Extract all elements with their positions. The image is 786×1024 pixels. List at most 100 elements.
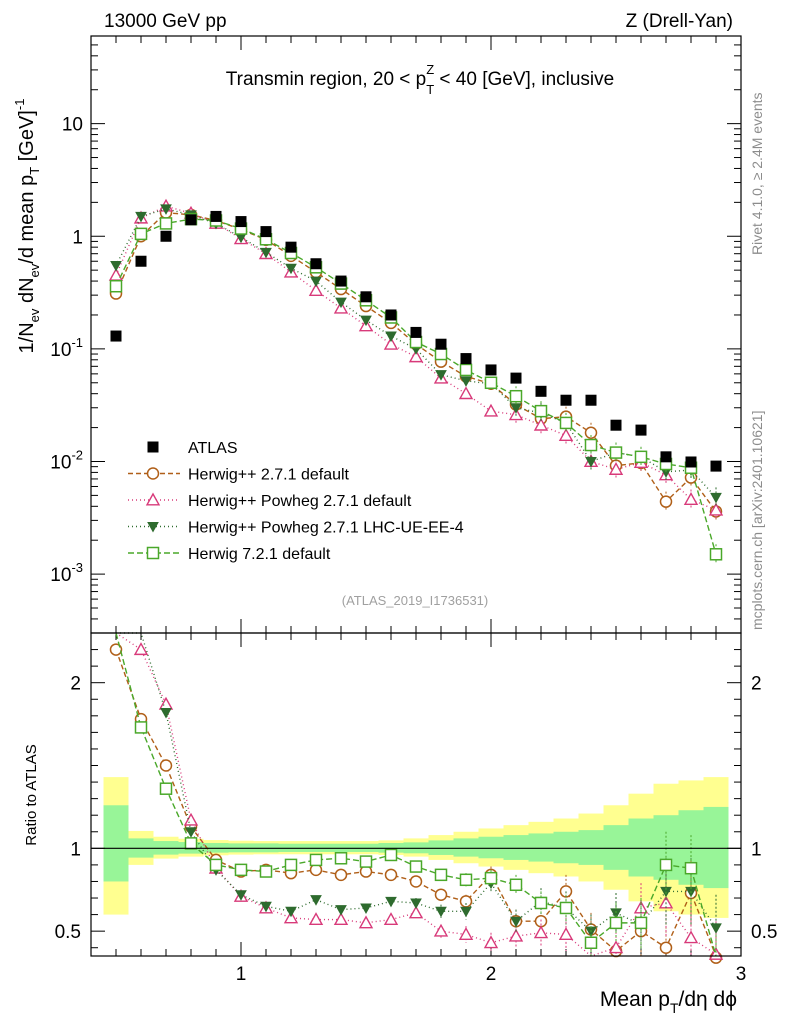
ratio-point-herwig-7-2-1-default xyxy=(134,721,148,734)
data-point-atlas xyxy=(535,385,547,397)
main-y-tick-label: 10-1 xyxy=(50,335,83,361)
point-herwig-7-2-1-default xyxy=(534,404,548,418)
ratio-point-herwig-powheg-2-7-1-lhc-ue-ee-4 xyxy=(410,898,422,910)
point-herwig-powheg-2-7-1-default xyxy=(708,502,724,516)
legend-marker xyxy=(145,492,161,506)
data-point-atlas xyxy=(510,372,522,384)
legend-marker xyxy=(147,522,159,533)
mcplots-label: mcplots.cern.ch [arXiv:2401.10621] xyxy=(749,411,765,630)
green-band-bin xyxy=(603,825,629,870)
rivet-version-label: Rivet 4.1.0, ≥ 2.4M events xyxy=(749,92,765,255)
ratio-point-herwig-7-2-1-default xyxy=(534,896,548,910)
main-y-tick-label: 10-2 xyxy=(50,447,83,473)
point-herwig-7-2-1-default xyxy=(484,376,498,390)
ratio-point-herwig-7-2-1-default xyxy=(684,861,698,875)
ratio-point-herwig-7-2-1-default xyxy=(659,858,673,872)
data-point-atlas xyxy=(210,210,222,222)
ratio-point-herwig-powheg-2-7-1-default xyxy=(158,696,174,710)
ratio-y-tick-label: 1 xyxy=(751,839,762,860)
point-herwig-powheg-2-7-1-lhc-ue-ee-4 xyxy=(360,315,372,327)
legend-label: Herwig++ 2.7.1 default xyxy=(188,467,350,484)
ratio-point-herwig-7-2-1-default xyxy=(559,901,573,915)
ratio-point-herwig-2-7-1-default xyxy=(109,643,123,656)
data-point-atlas xyxy=(435,338,447,350)
point-herwig-7-2-1-default xyxy=(159,217,173,230)
data-point-atlas xyxy=(285,241,297,253)
ratio-y-axis-label: Ratio to ATLAS xyxy=(23,744,40,845)
point-herwig-powheg-2-7-1-default xyxy=(308,283,324,296)
point-herwig-powheg-2-7-1-default xyxy=(383,336,399,350)
data-point-atlas xyxy=(560,394,572,406)
green-band-bin xyxy=(453,838,479,857)
point-herwig-7-2-1-default xyxy=(134,227,148,241)
data-point-atlas xyxy=(385,309,397,321)
point-herwig-powheg-2-7-1-lhc-ue-ee-4 xyxy=(435,370,447,381)
ratio-point-herwig-powheg-2-7-1-lhc-ue-ee-4 xyxy=(160,708,172,719)
point-herwig-powheg-2-7-1-default xyxy=(683,492,699,505)
data-point-atlas xyxy=(610,419,622,431)
point-herwig-powheg-2-7-1-lhc-ue-ee-4 xyxy=(460,376,472,387)
ratio-point-herwig-7-2-1-default xyxy=(334,852,348,865)
x-tick-label: 2 xyxy=(486,964,497,985)
ratio-point-herwig-2-7-1-default xyxy=(459,895,473,908)
green-band-bin xyxy=(628,818,654,877)
ratio-point-herwig-powheg-2-7-1-default xyxy=(483,935,499,949)
point-herwig-powheg-2-7-1-lhc-ue-ee-4 xyxy=(110,260,122,272)
point-herwig-7-2-1-default xyxy=(434,347,448,361)
point-herwig-7-2-1-default xyxy=(634,450,648,464)
point-herwig-2-7-1-default xyxy=(584,426,598,439)
green-band-bin xyxy=(703,806,729,889)
ratio-y-tick-label: 2 xyxy=(751,674,762,695)
main-axis-ticks: 10-3 10-2 10-1 1 10 xyxy=(50,35,742,634)
ratio-point-herwig-powheg-2-7-1-lhc-ue-ee-4 xyxy=(285,906,297,918)
ratio-plot-frame xyxy=(90,632,742,957)
ratio-point-herwig-7-2-1-default xyxy=(609,916,623,930)
legend-marker xyxy=(146,467,160,480)
ratio-point-herwig-powheg-2-7-1-default xyxy=(308,912,324,926)
ratio-y-tick-label: 0.5 xyxy=(55,922,81,943)
ratio-point-herwig-7-2-1-default xyxy=(259,865,273,878)
ratio-point-herwig-powheg-2-7-1-default xyxy=(408,905,424,919)
ratio-point-herwig-2-7-1-default xyxy=(334,868,348,882)
main-y-tick-label: 10-3 xyxy=(50,560,83,586)
ratio-point-herwig-7-2-1-default xyxy=(234,863,248,877)
point-herwig-2-7-1-default xyxy=(659,495,673,508)
data-point-atlas xyxy=(485,364,497,376)
point-herwig-7-2-1-default xyxy=(584,438,598,452)
data-point-atlas xyxy=(660,451,672,463)
ratio-point-herwig-powheg-2-7-1-default xyxy=(683,930,699,944)
ratio-point-herwig-powheg-2-7-1-default xyxy=(183,812,199,826)
ratio-point-herwig-powheg-2-7-1-default xyxy=(358,915,374,929)
point-herwig-powheg-2-7-1-default xyxy=(458,386,474,400)
ratio-point-herwig-powheg-2-7-1-lhc-ue-ee-4 xyxy=(260,901,272,913)
ratio-point-herwig-7-2-1-default xyxy=(309,853,323,867)
data-point-atlas xyxy=(710,460,722,472)
ratio-point-herwig-powheg-2-7-1-default xyxy=(608,940,624,954)
point-herwig-powheg-2-7-1-lhc-ue-ee-4 xyxy=(260,247,272,259)
legend-marker xyxy=(147,441,159,453)
point-herwig-powheg-2-7-1-lhc-ue-ee-4 xyxy=(285,263,297,275)
data-point-atlas xyxy=(360,291,372,303)
point-herwig-7-2-1-default xyxy=(559,416,573,430)
data-point-atlas xyxy=(460,353,472,365)
point-herwig-7-2-1-default xyxy=(709,548,723,561)
ratio-y-tick-label: 1 xyxy=(70,839,81,860)
ratio-series-group xyxy=(109,632,724,964)
ratio-point-herwig-7-2-1-default xyxy=(284,858,298,872)
ratio-point-herwig-powheg-2-7-1-lhc-ue-ee-4 xyxy=(360,903,372,914)
ratio-point-herwig-7-2-1-default xyxy=(409,860,423,873)
data-point-atlas xyxy=(260,226,272,238)
analysis-tag: (ATLAS_2019_I1736531) xyxy=(342,593,488,608)
point-herwig-7-2-1-default xyxy=(409,335,423,349)
main-y-axis-label: 1/Nev dNev/d mean pT [GeV]-1 xyxy=(12,99,42,354)
point-herwig-powheg-2-7-1-lhc-ue-ee-4 xyxy=(385,331,397,343)
data-point-atlas xyxy=(235,216,247,228)
ratio-y-tick-label: 0.5 xyxy=(751,922,777,943)
main-y-tick-label: 1 xyxy=(72,227,83,248)
ratio-point-herwig-7-2-1-default xyxy=(159,782,173,795)
data-point-atlas xyxy=(135,255,147,267)
data-point-atlas xyxy=(635,424,647,436)
point-herwig-powheg-2-7-1-lhc-ue-ee-4 xyxy=(160,204,172,215)
point-herwig-powheg-2-7-1-lhc-ue-ee-4 xyxy=(135,211,147,223)
ratio-point-herwig-7-2-1-default xyxy=(209,858,223,872)
